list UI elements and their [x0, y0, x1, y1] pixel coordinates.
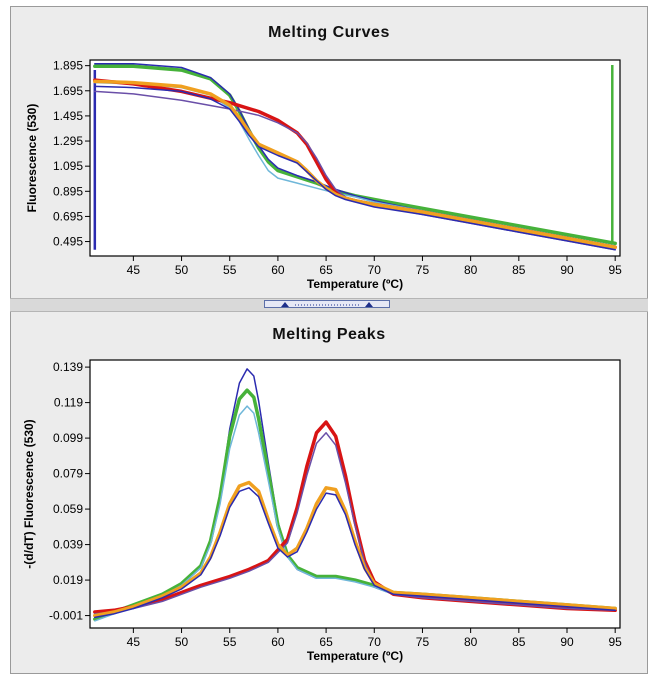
curves-x-tick-label: 65 [319, 263, 333, 277]
curves-x-axis-label: Temperature (ºC) [307, 277, 403, 291]
peaks-x-tick-label: 55 [223, 635, 237, 649]
peaks-x-tick-label: 60 [271, 635, 285, 649]
peaks-series-line-blue [94, 487, 616, 619]
peaks-y-axis-label: -(d/dT) Fluorescence (530) [22, 419, 36, 568]
peaks-y-tick-label: 0.119 [54, 396, 83, 410]
peaks-y-tick-label: 0.139 [53, 360, 83, 374]
curves-y-tick-label: 1.095 [53, 159, 83, 173]
peaks-x-axis-label: Temperature (ºC) [307, 649, 403, 663]
peaks-x-tick-label: 85 [512, 635, 526, 649]
curves-y-tick-label: 0.495 [53, 235, 83, 249]
melting-curves-title: Melting Curves [268, 24, 390, 41]
peaks-y-tick-label: 0.079 [53, 467, 83, 481]
peaks-y-tick-label: 0.059 [53, 502, 83, 516]
curves-x-tick-label: 55 [223, 263, 237, 277]
curves-y-tick-label: 0.895 [53, 184, 83, 198]
peaks-y-tick-label: 0.039 [53, 538, 83, 552]
peaks-series-line-orange [93, 480, 617, 618]
peaks-x-tick-label: 45 [127, 635, 141, 649]
peaks-x-tick-label: 50 [175, 635, 189, 649]
peaks-x-tick-label: 95 [609, 635, 623, 649]
curves-x-tick-label: 50 [175, 263, 189, 277]
curves-x-tick-label: 75 [416, 263, 430, 277]
peaks-series-line-purple [94, 432, 616, 615]
peaks-x-tick-label: 65 [319, 635, 333, 649]
peaks-x-tick-label: 70 [368, 635, 382, 649]
curves-x-tick-label: 70 [368, 263, 382, 277]
splitter-grip-arrows [281, 302, 373, 307]
curves-x-tick-label: 95 [609, 263, 623, 277]
curves-y-axis-label: Fluorescence (530) [25, 104, 39, 213]
peaks-y-tick-label: 0.019 [53, 573, 83, 587]
curves-x-tick-label: 85 [512, 263, 526, 277]
peaks-x-tick-label: 80 [464, 635, 478, 649]
curves-x-tick-label: 80 [464, 263, 478, 277]
curves-y-tick-label: 1.495 [53, 109, 83, 123]
curves-x-tick-label: 90 [560, 263, 574, 277]
peaks-y-tick-label: 0.099 [53, 431, 83, 445]
curves-y-tick-label: 0.695 [53, 209, 83, 223]
curves-series-line-green [93, 64, 617, 246]
splitter-grip[interactable] [264, 300, 390, 308]
peaks-y-tick-label: -0.001 [49, 609, 83, 623]
melting-peaks-title: Melting Peaks [272, 326, 386, 343]
peaks-x-tick-label: 90 [560, 635, 574, 649]
curves-x-tick-label: 45 [127, 263, 141, 277]
curves-y-tick-label: 1.895 [53, 59, 83, 73]
peaks-plot-area [89, 359, 621, 629]
curves-y-tick-label: 1.295 [53, 134, 83, 148]
curves-y-tick-label: 1.695 [53, 84, 83, 98]
peaks-x-tick-label: 75 [416, 635, 430, 649]
curves-x-tick-label: 60 [271, 263, 285, 277]
curves-series-line-blue [94, 85, 616, 251]
